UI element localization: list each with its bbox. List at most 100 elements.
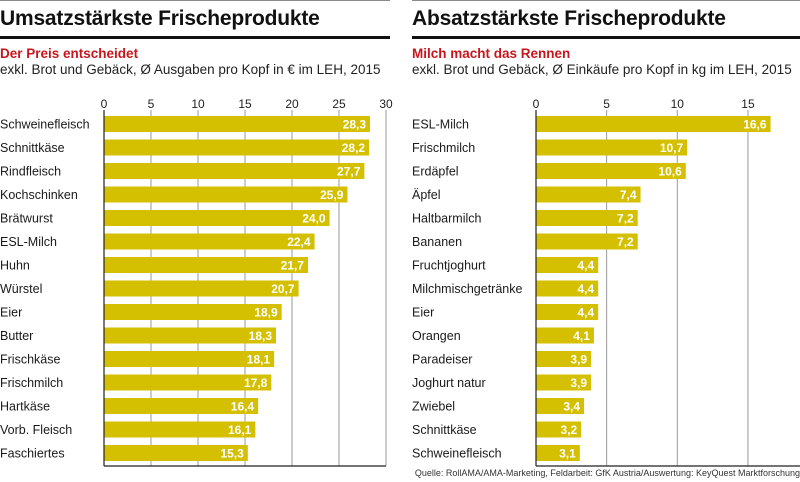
x-tick-label: 15 bbox=[238, 97, 252, 111]
data-label: 3,4 bbox=[563, 400, 580, 414]
x-tick-label: 10 bbox=[671, 97, 685, 111]
category-label: Bananen bbox=[412, 235, 462, 249]
bar bbox=[104, 116, 371, 132]
category-label: Zwiebel bbox=[412, 400, 455, 414]
data-label: 4,1 bbox=[573, 329, 590, 343]
category-label: Rindfleisch bbox=[0, 165, 61, 179]
bar bbox=[104, 163, 365, 179]
data-label: 22,4 bbox=[287, 235, 311, 249]
category-label: Orangen bbox=[412, 329, 461, 343]
bar bbox=[104, 233, 315, 250]
data-label: 24,0 bbox=[302, 212, 326, 226]
bar bbox=[104, 421, 256, 438]
category-label: Äpfel bbox=[412, 188, 441, 202]
data-label: 16,6 bbox=[743, 118, 767, 132]
chart-description: exkl. Brot und Gebäck, Ø Ausgaben pro Ko… bbox=[0, 62, 381, 77]
data-label: 16,1 bbox=[228, 423, 252, 437]
data-label: 7,2 bbox=[617, 235, 634, 249]
data-label: 3,9 bbox=[570, 353, 587, 367]
category-label: Paradeiser bbox=[412, 353, 472, 367]
category-label: Joghurt natur bbox=[412, 376, 486, 390]
data-label: 16,4 bbox=[231, 400, 255, 414]
x-tick-label: 5 bbox=[148, 97, 155, 111]
category-label: Eier bbox=[412, 306, 434, 320]
bar bbox=[104, 445, 248, 461]
category-label: ESL-Milch bbox=[0, 235, 57, 249]
source-note: Quelle: RollAMA/AMA-Marketing, Feldarbei… bbox=[414, 468, 800, 478]
bar bbox=[104, 327, 277, 344]
title-divider bbox=[412, 36, 800, 39]
bar bbox=[536, 398, 585, 414]
bar-chart-umsatz: 0 5 10 15 20 25 30 28,3 Schweinefleisch 28,2 Schni… bbox=[0, 97, 393, 467]
x-tick-label: 0 bbox=[101, 97, 108, 111]
data-label: 7,4 bbox=[620, 188, 637, 202]
category-label: Milchmischgetränke bbox=[412, 282, 523, 296]
x-tick-label: 10 bbox=[191, 97, 205, 111]
bar bbox=[536, 280, 599, 297]
data-label: 28,2 bbox=[342, 141, 366, 155]
chart-title: Absatzstärkste Frischeprodukte bbox=[412, 7, 726, 30]
bar bbox=[104, 139, 370, 156]
data-label: 3,1 bbox=[559, 447, 576, 461]
category-label: ESL-Milch bbox=[412, 118, 469, 132]
data-label: 17,8 bbox=[244, 376, 268, 390]
data-label: 15,3 bbox=[220, 447, 244, 461]
x-tick-label: 20 bbox=[285, 97, 299, 111]
bar bbox=[536, 445, 580, 461]
category-label: Frischkäse bbox=[0, 353, 60, 367]
data-label: 10,6 bbox=[658, 165, 682, 179]
bar bbox=[536, 186, 641, 203]
bar bbox=[536, 257, 599, 273]
data-label: 27,7 bbox=[337, 165, 361, 179]
x-tick-label: 25 bbox=[332, 97, 346, 111]
category-label: Kochschinken bbox=[0, 188, 78, 202]
x-tick-label: 30 bbox=[379, 97, 393, 111]
data-label: 4,4 bbox=[577, 282, 594, 296]
data-label: 25,9 bbox=[320, 188, 344, 202]
bar bbox=[536, 139, 688, 156]
chart-panel-absatz: Absatzstärkste Frischeprodukte Milch mac… bbox=[412, 0, 800, 482]
bar bbox=[536, 163, 686, 179]
category-label: Butter bbox=[0, 329, 33, 343]
category-label: Faschiertes bbox=[0, 447, 65, 461]
data-label: 28,3 bbox=[343, 118, 367, 132]
data-label: 18,9 bbox=[254, 306, 278, 320]
category-label: Frischmilch bbox=[412, 141, 475, 155]
chart-description: exkl. Brot und Gebäck, Ø Einkäufe pro Ko… bbox=[412, 62, 792, 77]
data-label: 3,2 bbox=[561, 423, 578, 437]
top-divider bbox=[0, 0, 390, 1]
category-label: Schweinefleisch bbox=[412, 447, 502, 461]
category-label: Vorb. Fleisch bbox=[0, 423, 72, 437]
bar bbox=[536, 351, 592, 367]
data-label: 7,2 bbox=[617, 212, 634, 226]
category-label: Würstel bbox=[0, 282, 42, 296]
chart-title: Umsatzstärkste Frischeprodukte bbox=[0, 7, 320, 30]
category-label: Haltbarmilch bbox=[412, 212, 482, 226]
bar bbox=[536, 327, 594, 344]
category-label: Schnittkäse bbox=[0, 141, 65, 155]
bar bbox=[104, 304, 282, 320]
category-label: Hartkäse bbox=[0, 400, 50, 414]
data-label: 20,7 bbox=[271, 282, 295, 296]
bar bbox=[536, 233, 638, 250]
data-label: 21,7 bbox=[281, 259, 305, 273]
bar-chart-absatz: 0 5 10 15 16,6 ESL-Milch 10,7 Frischmilch 10,6 Er… bbox=[412, 97, 800, 467]
x-tick-label: 15 bbox=[741, 97, 755, 111]
bar bbox=[104, 374, 272, 391]
bar bbox=[104, 257, 308, 273]
category-label: Schweinefleisch bbox=[0, 118, 90, 132]
category-label: Fruchtjoghurt bbox=[412, 259, 486, 273]
bar bbox=[104, 280, 299, 297]
bar bbox=[536, 116, 771, 132]
category-label: Eier bbox=[0, 306, 22, 320]
x-tick-label: 5 bbox=[603, 97, 610, 111]
chart-subtitle: Der Preis entscheidet bbox=[0, 46, 139, 61]
chart-subtitle: Milch macht das Rennen bbox=[412, 46, 571, 61]
bar bbox=[104, 398, 259, 414]
bar bbox=[536, 421, 582, 438]
bar bbox=[104, 210, 330, 226]
category-label: Brätwurst bbox=[0, 212, 53, 226]
bar bbox=[536, 304, 599, 320]
data-label: 18,1 bbox=[247, 353, 271, 367]
data-label: 18,3 bbox=[249, 329, 273, 343]
